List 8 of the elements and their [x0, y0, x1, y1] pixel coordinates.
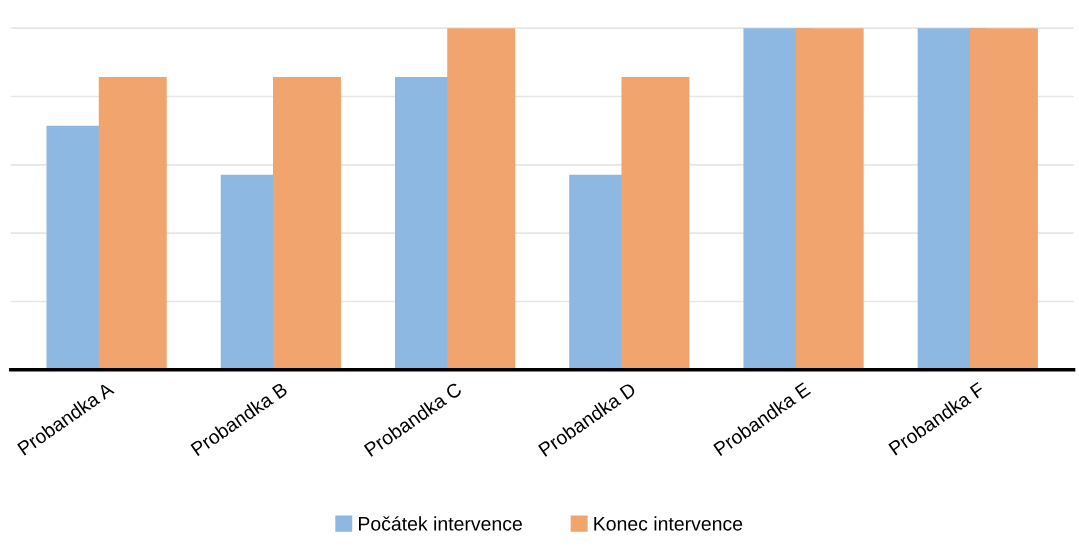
bar [447, 28, 516, 370]
bar [273, 76, 341, 370]
bar [98, 76, 167, 370]
legend-label: Konec intervence [594, 516, 743, 531]
bar [795, 28, 864, 370]
legend-label: Počátek intervence [358, 516, 522, 531]
bar [969, 28, 1038, 370]
bar [621, 76, 690, 370]
